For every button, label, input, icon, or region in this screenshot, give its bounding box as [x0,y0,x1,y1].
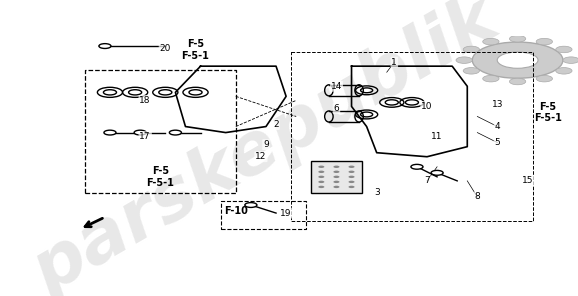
Text: 19: 19 [280,209,292,218]
Text: 3: 3 [374,189,380,197]
Circle shape [334,170,339,173]
Text: F-5
F-5-1: F-5 F-5-1 [146,166,174,188]
Circle shape [349,181,354,183]
Polygon shape [312,161,362,193]
Text: 8: 8 [475,192,480,202]
Circle shape [463,46,480,53]
Circle shape [555,46,572,53]
Circle shape [563,57,578,63]
Circle shape [334,176,339,178]
Circle shape [318,181,324,183]
Circle shape [169,130,181,135]
Circle shape [318,165,324,168]
Text: 15: 15 [522,176,533,185]
Text: 4: 4 [495,122,501,131]
Circle shape [334,181,339,183]
Circle shape [483,38,499,45]
Text: F-10: F-10 [224,206,248,216]
Circle shape [349,186,354,188]
Circle shape [555,67,572,74]
Text: 20: 20 [160,44,171,53]
Circle shape [318,170,324,173]
Circle shape [349,165,354,168]
Text: 11: 11 [431,132,443,141]
Circle shape [463,67,480,74]
Circle shape [456,57,472,63]
Text: 5: 5 [495,138,501,147]
Circle shape [318,186,324,188]
Circle shape [349,170,354,173]
Circle shape [245,202,257,207]
Text: 18: 18 [139,96,151,105]
Circle shape [411,164,423,169]
Text: parskepublik: parskepublik [21,0,511,296]
Circle shape [536,75,553,82]
Circle shape [334,165,339,168]
Text: 10: 10 [421,102,433,111]
Text: 17: 17 [139,132,151,141]
Text: F-5
F-5-1: F-5 F-5-1 [534,102,562,123]
Text: 14: 14 [331,82,342,91]
Circle shape [349,176,354,178]
Text: 6: 6 [334,104,339,113]
Text: 13: 13 [492,100,503,109]
Circle shape [509,78,526,85]
Circle shape [99,44,111,49]
Circle shape [318,176,324,178]
Circle shape [497,52,538,68]
Text: F-5
F-5-1: F-5 F-5-1 [181,39,209,61]
Text: 1: 1 [391,58,397,67]
Circle shape [334,186,339,188]
Text: 12: 12 [255,152,266,161]
Circle shape [134,130,146,135]
Text: 9: 9 [263,140,269,149]
Circle shape [483,75,499,82]
Circle shape [104,130,116,135]
Text: 7: 7 [424,176,430,185]
Text: 2: 2 [273,120,279,129]
Circle shape [536,38,553,45]
Circle shape [472,42,563,78]
Circle shape [431,170,443,175]
Circle shape [509,36,526,42]
